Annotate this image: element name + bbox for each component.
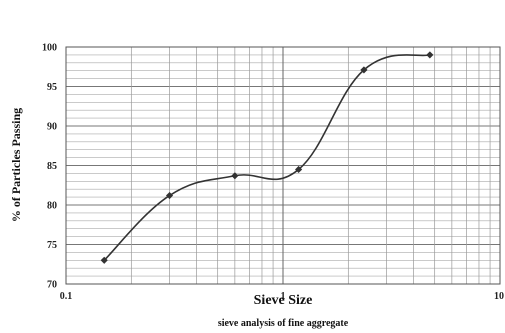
x-axis-title: Sieve Size	[254, 293, 313, 308]
series-layer	[100, 51, 434, 264]
grid-layer	[65, 46, 500, 285]
x-tick-label: 0.1	[60, 291, 73, 302]
data-point	[100, 256, 108, 264]
y-tick-label: 90	[47, 122, 57, 133]
y-axis-title: % of Particles Passing	[9, 108, 23, 222]
y-tick-labels: 70 75 80 85 90 95 100	[42, 43, 57, 291]
y-tick-label: 100	[42, 43, 57, 54]
x-tick-label: 10	[494, 291, 504, 302]
data-point	[360, 66, 368, 74]
data-point	[231, 172, 239, 180]
y-tick-label: 70	[47, 280, 57, 291]
y-tick-label: 85	[47, 161, 57, 172]
data-point	[295, 165, 303, 174]
x-tick-labels: 0.1 1 10	[60, 291, 504, 302]
chart-caption: sieve analysis of fine aggregate	[218, 318, 349, 329]
y-tick-label: 80	[47, 201, 57, 212]
y-tick-label: 95	[47, 82, 57, 93]
data-point	[426, 51, 434, 59]
plot-frame	[65, 46, 501, 285]
x-tick-label: 1	[281, 291, 286, 302]
y-tick-label: 75	[47, 240, 57, 251]
data-point	[165, 191, 174, 200]
